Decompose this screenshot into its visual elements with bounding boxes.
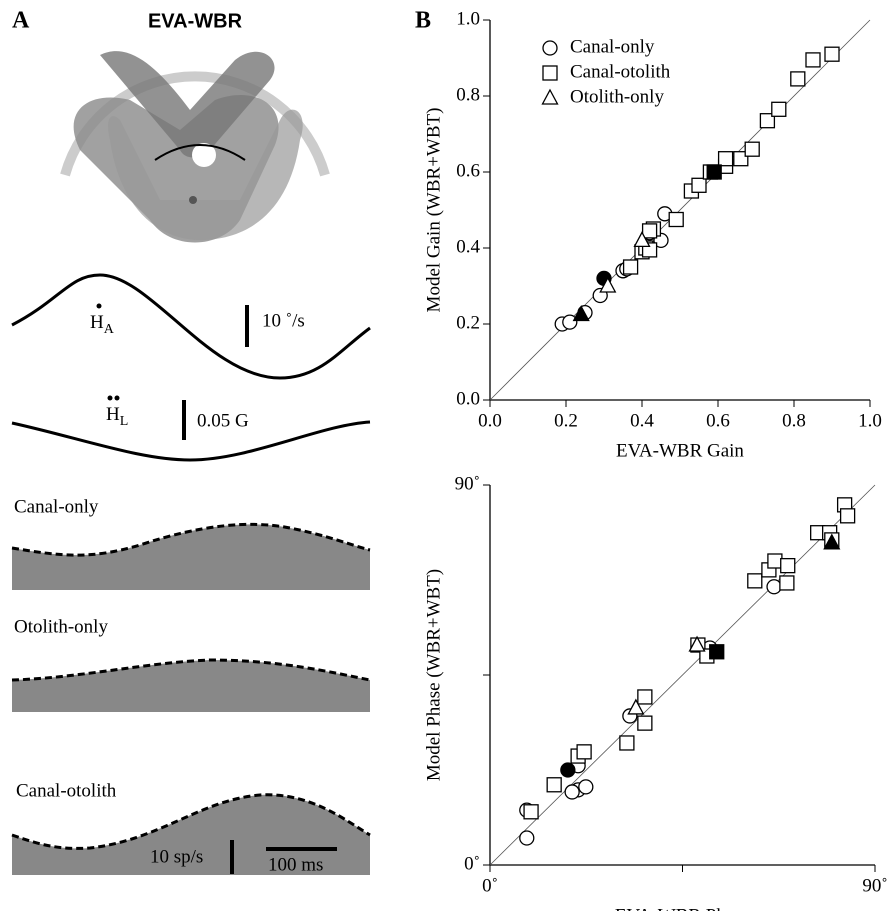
y-tick-label: 0.6 [456,160,480,181]
fit-line [11,793,371,850]
point [747,573,763,589]
dot [114,395,120,401]
identity-line [489,484,876,866]
point [688,635,706,652]
accel-trace [11,420,371,462]
point [578,779,594,795]
panel-label: A [12,8,30,34]
point [637,715,653,731]
point [733,151,749,167]
point [771,101,787,117]
velocity-trace [11,273,371,380]
panel-title: EVA-WBR [148,10,243,32]
dot [96,303,102,309]
x-tick-label: 1.0 [858,410,882,431]
point [619,735,635,751]
point [790,71,806,87]
legend-marker [542,65,558,81]
x-axis-label: EVA-WBR Gain [616,440,744,461]
point [560,762,576,778]
y-tick-label: 1.0 [456,8,480,29]
y-tick-label: 0.2 [456,312,480,333]
point [709,644,725,660]
histogram [12,660,370,712]
legend-label: Canal-only [570,36,655,57]
legend-label: Otolith-only [570,86,664,107]
y-tick-label: 90˚ [455,473,480,494]
legend-marker [542,40,558,56]
point [766,579,782,595]
histogram [12,524,370,590]
fit-line [11,658,371,682]
y-axis-label: Model Gain (WBR+WBT) [423,108,444,313]
time-scale: 100 ms [268,854,323,875]
legend-marker [541,88,559,105]
point [633,231,651,248]
x-tick-label: 0.4 [630,410,654,431]
rate-scale: 10 sp/s [150,846,203,867]
point [519,830,535,846]
x-tick-label: 0.2 [554,410,578,431]
point [562,314,578,330]
monkey-illustration [60,51,330,243]
point [627,698,645,715]
velocity-scale: 10 ˚/s [262,310,305,331]
symbol: H [90,312,104,333]
x-tick-label: 0.0 [478,410,502,431]
fit-line [11,522,371,557]
symbol: H [106,404,120,425]
point [823,533,841,550]
accel-scale: 0.05 G [197,410,249,431]
identity-line [489,19,871,401]
point [706,164,722,180]
point [805,52,821,68]
panel-label: B [415,8,431,34]
subscript: L [120,414,129,429]
y-axis-label: Model Phase (WBR+WBT) [423,569,444,781]
point [641,223,658,239]
y-tick-label: 0.8 [456,84,480,105]
point [691,177,707,193]
point [564,784,580,800]
x-axis-label: EVA-WBR Phase [615,905,750,911]
x-tick-label: 0.8 [782,410,806,431]
trace-label: Otolith-only [14,616,108,637]
histogram [12,794,370,875]
point [572,305,590,322]
point [824,46,840,62]
y-tick-label: 0˚ [464,853,480,874]
subscript: A [104,322,115,337]
trace-label: Canal-only [14,496,99,517]
x-tick-label: 0.6 [706,410,730,431]
point [523,804,539,820]
y-tick-label: 0.0 [456,388,480,409]
point [779,575,795,591]
point [637,689,653,705]
point [576,744,592,760]
point [622,259,639,275]
point [839,508,856,524]
point [780,557,796,574]
point [546,777,562,793]
dot [107,395,113,401]
accel-label: HL [106,404,128,429]
point [668,211,684,228]
point [717,151,734,167]
x-tick-label: 0˚ [482,875,498,896]
trace-label: Canal-otolith [16,780,117,801]
velocity-label: HA [90,312,115,337]
y-tick-label: 0.4 [456,236,480,257]
point [767,553,783,569]
point [759,113,776,129]
point [599,276,617,293]
legend-label: Canal-otolith [570,61,671,82]
x-tick-label: 90˚ [862,875,887,896]
point [744,141,760,157]
